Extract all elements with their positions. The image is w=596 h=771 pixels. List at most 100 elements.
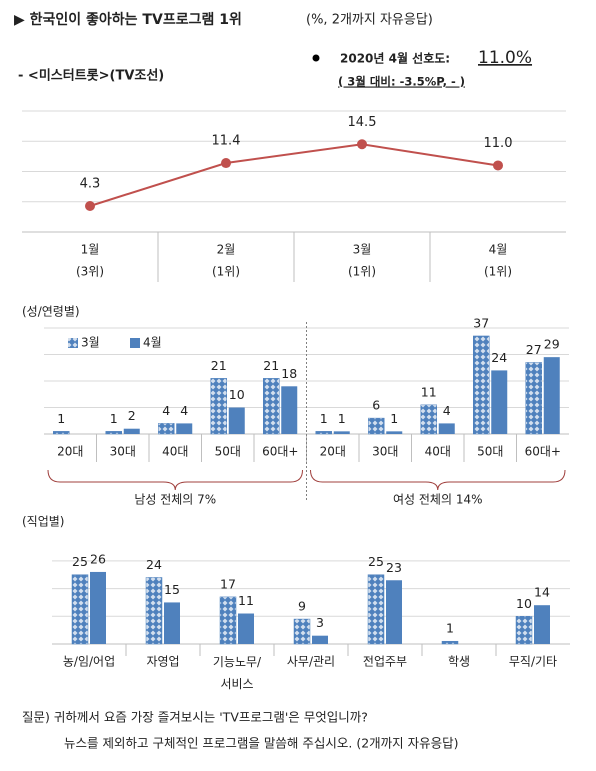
x-tick-label: 자영업 xyxy=(146,655,179,669)
bar xyxy=(441,640,459,645)
point xyxy=(357,139,367,150)
rank-label: (3위) xyxy=(76,265,104,279)
bar xyxy=(473,335,490,435)
value-label: 14.5 xyxy=(348,115,377,130)
x-tick-label: 1월 xyxy=(81,243,100,257)
summary-value: 11.0% xyxy=(478,48,532,68)
value-label: 27 xyxy=(526,342,542,357)
bar xyxy=(368,417,385,435)
value-label: 17 xyxy=(220,576,236,591)
value-label: 25 xyxy=(368,554,384,569)
bar xyxy=(71,574,89,645)
value-label: 18 xyxy=(281,366,297,381)
value-label: 3 xyxy=(316,615,324,630)
question: 질문) 귀하께서 요즘 가장 즐겨보시는 'TV프로그램'은 무엇입니까? xyxy=(22,710,368,725)
x-tick-label: 30대 xyxy=(110,445,136,459)
x-tick-label: 20대 xyxy=(320,445,346,459)
rank-label: (1위) xyxy=(212,265,240,279)
title-note: (%, 2개까지 자유응답) xyxy=(306,13,433,28)
x-tick-label: 농/임/어업 xyxy=(63,655,115,669)
bar xyxy=(228,407,245,434)
value-label: 2 xyxy=(128,408,136,423)
x-tick-label: 사무/관리 xyxy=(287,655,335,669)
x-tick-label: 60대+ xyxy=(262,445,298,459)
value-label: 14 xyxy=(534,585,550,600)
value-label: 11 xyxy=(421,384,437,399)
group-label: 남성 전체의 7% xyxy=(134,493,216,507)
bar xyxy=(219,596,237,645)
value-label: 1 xyxy=(57,411,65,426)
bar xyxy=(543,357,560,434)
bar xyxy=(263,378,280,435)
value-label: 10 xyxy=(229,387,245,402)
value-label: 4 xyxy=(443,403,451,418)
legend-swatch xyxy=(68,338,78,348)
x-tick-label: 무직/기타 xyxy=(509,655,557,669)
point xyxy=(221,158,231,169)
value-label: 25 xyxy=(72,554,88,569)
legend-label: 3월 xyxy=(81,336,100,350)
bar xyxy=(525,362,542,435)
bar xyxy=(210,378,227,435)
bar xyxy=(386,580,402,644)
bar xyxy=(315,431,332,435)
value-label: 11.0 xyxy=(484,136,513,151)
program: - <미스터트롯>(TV조선) xyxy=(18,68,164,84)
value-label: 15 xyxy=(164,582,180,597)
bar xyxy=(238,613,254,644)
bar xyxy=(420,404,437,435)
bar xyxy=(293,618,311,645)
x-tick-label: 2월 xyxy=(217,243,236,257)
value-label: 1 xyxy=(446,621,454,636)
bar xyxy=(312,635,328,644)
x-tick-label: 기능노무/서비스 xyxy=(213,655,262,691)
x-tick-label: 20대 xyxy=(57,445,83,459)
value-label: 24 xyxy=(491,350,507,365)
value-label: 10 xyxy=(516,596,532,611)
value-label: 1 xyxy=(390,411,398,426)
rank-label: (1위) xyxy=(348,265,376,279)
x-tick-label: 40대 xyxy=(425,445,451,459)
value-label: 4 xyxy=(180,403,188,418)
legend-swatch xyxy=(130,338,140,348)
bar xyxy=(534,605,550,644)
value-label: 23 xyxy=(386,560,402,575)
x-tick-label: 40대 xyxy=(162,445,188,459)
value-label: 29 xyxy=(544,337,560,352)
bar xyxy=(438,423,455,434)
value-label: 9 xyxy=(298,599,306,614)
brace xyxy=(310,469,566,491)
bar xyxy=(158,423,175,435)
value-label: 21 xyxy=(263,358,279,373)
title: ▶ 한국인이 좋아하는 TV프로그램 1위 xyxy=(14,11,242,28)
value-label: 4.3 xyxy=(80,176,101,191)
x-tick-label: 전업주부 xyxy=(363,655,407,669)
bar xyxy=(53,431,70,435)
bullet xyxy=(312,54,320,62)
bar xyxy=(145,577,163,645)
bar xyxy=(386,431,403,434)
bar xyxy=(491,370,508,434)
value-label: 1 xyxy=(110,411,118,426)
chart-title: (성/연령별) xyxy=(22,305,80,319)
x-tick-label: 학생 xyxy=(448,655,470,669)
value-label: 1 xyxy=(338,411,346,426)
legend-label: 4월 xyxy=(143,336,162,350)
value-label: 21 xyxy=(211,358,227,373)
bar xyxy=(123,428,140,434)
group-label: 여성 전체의 14% xyxy=(393,493,483,507)
bar xyxy=(281,386,298,434)
bar xyxy=(515,616,533,645)
instruction: 뉴스를 제외하고 구체적인 프로그램을 말씀해 주십시오. (2개까지 자유응답… xyxy=(64,736,459,751)
value-label: 1 xyxy=(320,411,328,426)
x-tick-label: 3월 xyxy=(353,243,372,257)
change: ( 3월 대비: -3.5%P, - ) xyxy=(338,75,465,89)
bar xyxy=(164,602,180,644)
x-tick-label: 50대 xyxy=(215,445,241,459)
value-label: 11.4 xyxy=(212,134,241,149)
value-label: 37 xyxy=(473,315,489,330)
bar xyxy=(90,571,106,644)
point xyxy=(493,160,503,171)
bar xyxy=(105,431,122,435)
value-label: 4 xyxy=(162,403,170,418)
